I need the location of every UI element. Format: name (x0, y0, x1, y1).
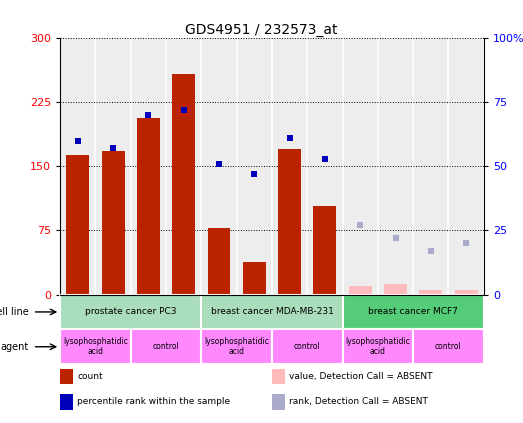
Bar (413, 330, 484, 364)
Text: percentile rank within the sample: percentile rank within the sample (77, 398, 230, 407)
Bar (166, 38, 201, 294)
Text: cell line: cell line (0, 307, 28, 317)
Bar (60, 394, 73, 409)
Text: GDS4951 / 232573_at: GDS4951 / 232573_at (185, 23, 338, 37)
Bar (272, 369, 285, 385)
Bar (413, 38, 449, 294)
Bar (278, 149, 301, 294)
Text: lysophosphatidic
acid: lysophosphatidic acid (204, 337, 269, 357)
Bar (272, 38, 308, 294)
Text: prostate cancer PC3: prostate cancer PC3 (85, 308, 176, 316)
Bar (384, 284, 407, 294)
Bar (272, 330, 343, 364)
Text: control: control (435, 342, 462, 351)
Bar (201, 38, 236, 294)
Bar (101, 151, 124, 294)
Bar (343, 294, 484, 330)
Text: control: control (294, 342, 321, 351)
Bar (343, 38, 378, 294)
Text: control: control (153, 342, 179, 351)
Bar (95, 38, 131, 294)
Bar (449, 38, 484, 294)
Bar (208, 228, 231, 294)
Text: breast cancer MCF7: breast cancer MCF7 (368, 308, 458, 316)
Bar (172, 74, 195, 294)
Bar (419, 290, 442, 294)
Text: breast cancer MDA-MB-231: breast cancer MDA-MB-231 (211, 308, 333, 316)
Text: value, Detection Call = ABSENT: value, Detection Call = ABSENT (289, 372, 433, 381)
Bar (454, 290, 477, 294)
Bar (137, 118, 160, 294)
Bar (307, 38, 343, 294)
Bar (60, 38, 95, 294)
Bar (131, 38, 166, 294)
Text: agent: agent (0, 342, 28, 352)
Bar (349, 286, 372, 294)
Bar (313, 206, 336, 294)
Bar (378, 38, 413, 294)
Bar (66, 155, 89, 294)
Bar (201, 330, 272, 364)
Text: lysophosphatidic
acid: lysophosphatidic acid (63, 337, 128, 357)
Bar (201, 294, 343, 330)
Text: lysophosphatidic
acid: lysophosphatidic acid (345, 337, 411, 357)
Text: rank, Detection Call = ABSENT: rank, Detection Call = ABSENT (289, 398, 428, 407)
Bar (243, 262, 266, 294)
Bar (60, 294, 201, 330)
Bar (60, 369, 73, 385)
Text: count: count (77, 372, 103, 381)
Bar (60, 330, 131, 364)
Bar (236, 38, 272, 294)
Bar (272, 394, 285, 409)
Bar (343, 330, 413, 364)
Bar (131, 330, 201, 364)
